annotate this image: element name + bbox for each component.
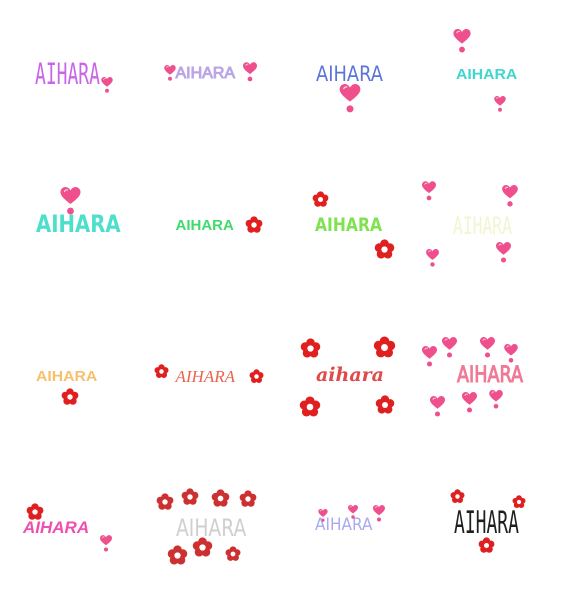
flower-icon — [373, 336, 396, 359]
sticker-text: AIHARA — [315, 214, 383, 236]
sticker-10[interactable]: AIHARA — [141, 300, 282, 450]
sticker-text: AIHARA — [315, 515, 373, 535]
heart-icon — [348, 505, 358, 519]
flower-icon — [225, 546, 241, 562]
flower-icon — [245, 216, 263, 234]
flower-icon — [478, 537, 495, 554]
heart-icon — [60, 187, 81, 215]
heart-icon — [442, 337, 457, 358]
flower-icon — [239, 490, 257, 508]
sticker-5[interactable]: AIHARA — [0, 150, 141, 300]
sticker-text: AIHARA — [36, 210, 121, 238]
sticker-text: AIHARA — [23, 518, 90, 537]
heart-icon — [502, 185, 518, 207]
sticker-text: AIHARA — [175, 367, 235, 386]
heart-icon — [373, 505, 385, 522]
heart-icon — [462, 392, 477, 413]
heart-icon — [422, 181, 436, 201]
flower-icon — [512, 495, 526, 509]
heart-icon — [101, 77, 113, 93]
heart-icon — [164, 65, 176, 81]
sticker-1[interactable]: AIHARA — [0, 0, 141, 150]
sticker-11[interactable]: aihara — [281, 300, 422, 450]
sticker-2[interactable]: AIHARA — [141, 0, 282, 150]
flower-icon — [156, 493, 174, 511]
heart-icon — [504, 344, 518, 363]
heart-icon — [496, 242, 511, 263]
sticker-14[interactable]: AIHARA — [141, 450, 282, 600]
heart-icon — [426, 249, 439, 267]
flower-icon — [167, 545, 188, 566]
sticker-text: AIHARA — [456, 363, 523, 388]
sticker-3[interactable]: AIHARA — [281, 0, 422, 150]
sticker-16[interactable]: AIHARA — [422, 450, 562, 600]
heart-icon — [453, 29, 471, 53]
flower-icon — [26, 503, 44, 521]
sticker-text: AIHARA — [35, 57, 100, 91]
sticker-text: AIHARA — [36, 368, 98, 385]
flower-icon — [249, 369, 264, 384]
flower-icon — [450, 489, 465, 504]
sticker-text: AIHARA — [452, 212, 512, 240]
sticker-7[interactable]: AIHARA — [281, 150, 422, 300]
heart-icon — [318, 509, 328, 522]
heart-icon — [339, 84, 361, 113]
sticker-text: AIHARA — [316, 62, 384, 86]
heart-icon — [243, 62, 257, 82]
flower-icon — [154, 364, 169, 379]
sticker-12[interactable]: AIHARA — [422, 300, 562, 450]
sticker-text: AIHARA — [175, 65, 236, 82]
sticker-6[interactable]: AIHARA — [141, 150, 282, 300]
sticker-text: AIHARA — [175, 514, 246, 542]
sticker-9[interactable]: AIHARA — [0, 300, 141, 450]
flower-icon — [61, 388, 79, 406]
sticker-text: aihara — [316, 364, 384, 386]
flower-icon — [375, 395, 395, 415]
sticker-text: AIHARA — [455, 66, 517, 83]
sticker-8[interactable]: AIHARA — [422, 150, 562, 300]
sticker-13[interactable]: AIHARA — [0, 450, 141, 600]
sticker-text: AIHARA — [453, 505, 519, 541]
flower-icon — [211, 489, 230, 508]
flower-icon — [300, 338, 321, 359]
heart-icon — [494, 96, 506, 112]
heart-icon — [480, 337, 495, 358]
flower-icon — [181, 488, 199, 506]
flower-icon — [299, 396, 321, 418]
sticker-4[interactable]: AIHARA — [422, 0, 562, 150]
heart-icon — [430, 396, 445, 417]
heart-icon — [422, 346, 437, 367]
sticker-15[interactable]: AIHARA — [281, 450, 422, 600]
heart-icon — [100, 535, 112, 552]
sticker-text: AIHARA — [175, 217, 234, 234]
flower-icon — [192, 537, 213, 558]
flower-icon — [312, 191, 329, 208]
flower-icon — [374, 239, 395, 260]
heart-icon — [489, 390, 503, 409]
